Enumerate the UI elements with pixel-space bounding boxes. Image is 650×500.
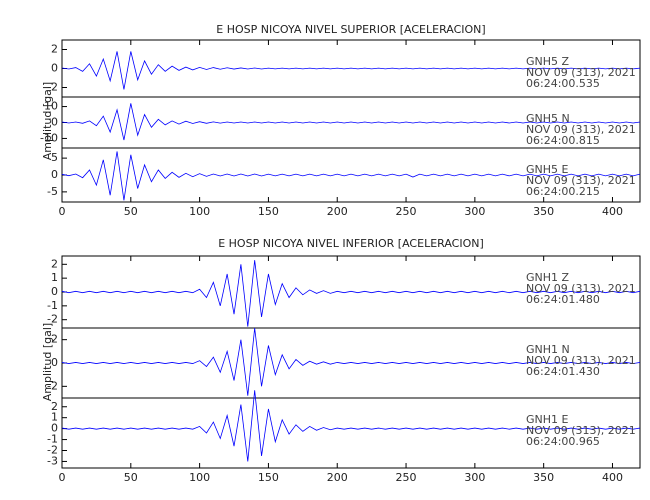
x-tick-label: 400 bbox=[602, 471, 623, 484]
y-tick-label: 0 bbox=[51, 422, 58, 435]
date-label: NOV 09 (313), 2021 bbox=[526, 282, 636, 295]
date-label: NOV 09 (313), 2021 bbox=[526, 354, 636, 367]
y-axis-label: Amplitud [gal] bbox=[41, 82, 54, 160]
x-tick-label: 350 bbox=[533, 471, 554, 484]
trace bbox=[61, 103, 641, 141]
x-tick-label: 0 bbox=[59, 205, 66, 218]
time-label: 06:24:00.535 bbox=[526, 77, 600, 90]
y-tick-label: -5 bbox=[47, 185, 58, 198]
date-label: NOV 09 (313), 2021 bbox=[526, 123, 636, 136]
trace bbox=[61, 151, 641, 201]
y-tick-label: -1 bbox=[47, 299, 58, 312]
x-tick-label: 150 bbox=[258, 471, 279, 484]
y-tick-label: 2 bbox=[51, 400, 58, 413]
y-tick-label: 1 bbox=[51, 411, 58, 424]
x-tick-label: 150 bbox=[258, 205, 279, 218]
y-tick-label: 0 bbox=[51, 356, 58, 369]
station-label: GNH1 Z bbox=[526, 271, 570, 284]
trace bbox=[61, 327, 641, 396]
y-tick-label: 0 bbox=[51, 116, 58, 129]
trace bbox=[61, 390, 641, 462]
station-label: GNH1 E bbox=[526, 413, 569, 426]
y-tick-label: -2 bbox=[47, 313, 58, 326]
time-label: 06:24:01.480 bbox=[526, 293, 600, 306]
y-tick-label: 2 bbox=[51, 43, 58, 56]
date-label: NOV 09 (313), 2021 bbox=[526, 66, 636, 79]
y-tick-label: -10 bbox=[40, 131, 58, 144]
x-tick-label: 300 bbox=[464, 205, 485, 218]
trace bbox=[61, 260, 641, 327]
y-tick-label: 0 bbox=[51, 62, 58, 75]
x-tick-label: 350 bbox=[533, 205, 554, 218]
trace-frame bbox=[61, 397, 641, 469]
x-tick-label: 50 bbox=[124, 471, 138, 484]
station-label: GNH5 E bbox=[526, 163, 569, 176]
panel-title: E HOSP NICOYA NIVEL SUPERIOR [ACELERACIO… bbox=[216, 23, 485, 36]
x-tick-label: 300 bbox=[464, 471, 485, 484]
x-tick-label: 0 bbox=[59, 471, 66, 484]
station-label: GNH5 N bbox=[526, 112, 570, 125]
x-tick-label: 100 bbox=[189, 205, 210, 218]
panel-title: E HOSP NICOYA NIVEL INFERIOR [ACELERACIO… bbox=[218, 237, 484, 250]
y-axis-label: Amplitud [gal] bbox=[41, 323, 54, 401]
date-label: NOV 09 (313), 2021 bbox=[526, 424, 636, 437]
time-label: 06:24:00.965 bbox=[526, 435, 600, 448]
date-label: NOV 09 (313), 2021 bbox=[526, 174, 636, 187]
y-tick-label: -2 bbox=[47, 379, 58, 392]
y-tick-label: -1 bbox=[47, 433, 58, 446]
y-tick-label: 5 bbox=[51, 151, 58, 164]
y-tick-label: -2 bbox=[47, 81, 58, 94]
y-tick-label: -3 bbox=[47, 454, 58, 467]
time-label: 06:24:00.815 bbox=[526, 134, 600, 147]
station-label: GNH5 Z bbox=[526, 55, 570, 68]
y-tick-label: 0 bbox=[51, 168, 58, 181]
y-tick-label: 1 bbox=[51, 271, 58, 284]
x-tick-label: 100 bbox=[189, 471, 210, 484]
x-tick-label: 250 bbox=[396, 205, 417, 218]
x-tick-label: 50 bbox=[124, 205, 138, 218]
y-tick-label: 10 bbox=[44, 100, 58, 113]
y-tick-label: 0 bbox=[51, 285, 58, 298]
station-label: GNH1 N bbox=[526, 343, 570, 356]
x-tick-label: 200 bbox=[327, 205, 348, 218]
x-tick-label: 250 bbox=[396, 471, 417, 484]
x-tick-label: 200 bbox=[327, 471, 348, 484]
time-label: 06:24:01.430 bbox=[526, 365, 600, 378]
trace bbox=[61, 51, 641, 90]
time-label: 06:24:00.215 bbox=[526, 185, 600, 198]
x-tick-label: 400 bbox=[602, 205, 623, 218]
y-tick-label: -2 bbox=[47, 444, 58, 457]
y-tick-label: 2 bbox=[51, 333, 58, 346]
y-tick-label: 2 bbox=[51, 257, 58, 270]
